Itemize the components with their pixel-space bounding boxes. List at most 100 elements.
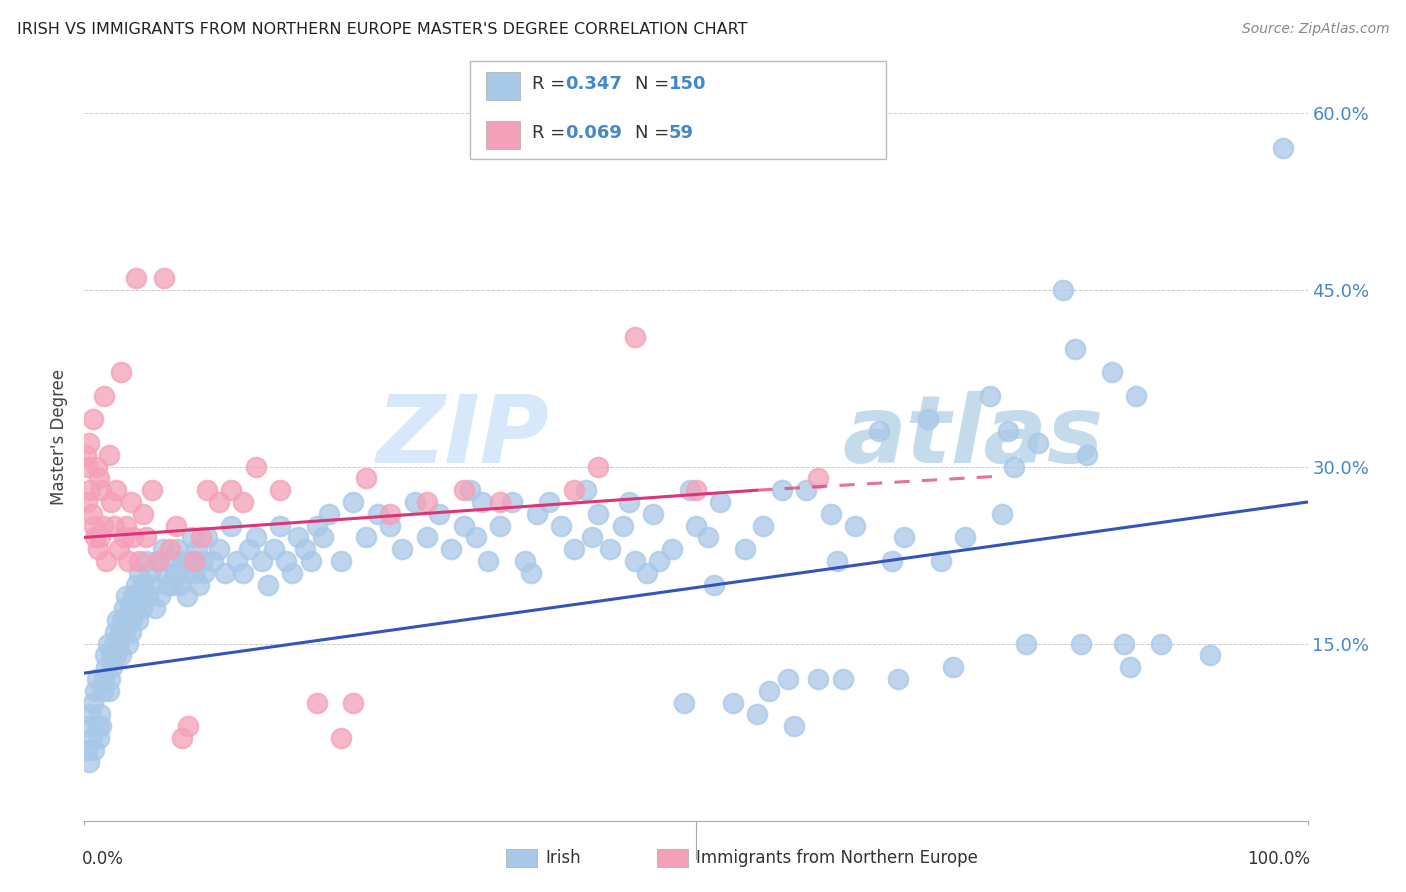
Point <box>586 507 609 521</box>
Point <box>165 518 187 533</box>
Point <box>562 483 585 498</box>
Point <box>287 530 309 544</box>
Point <box>263 542 285 557</box>
Point <box>122 530 145 544</box>
Point <box>214 566 236 580</box>
Point <box>367 507 389 521</box>
Point <box>100 648 122 663</box>
Point <box>672 696 695 710</box>
Point <box>156 577 179 591</box>
Point <box>1125 389 1147 403</box>
Point <box>173 566 195 580</box>
Point <box>177 719 200 733</box>
Point <box>100 495 122 509</box>
Point <box>86 459 108 474</box>
Point <box>142 577 165 591</box>
Text: atlas: atlas <box>842 391 1104 483</box>
Bar <box>485 121 520 149</box>
Point <box>617 495 640 509</box>
Point <box>77 459 100 474</box>
Point <box>250 554 273 568</box>
Point <box>269 518 291 533</box>
Point <box>107 542 129 557</box>
Point <box>679 483 702 498</box>
Point <box>76 743 98 757</box>
Point <box>136 590 159 604</box>
Point <box>550 518 572 533</box>
Point <box>97 637 120 651</box>
Point <box>776 672 799 686</box>
Point <box>77 755 100 769</box>
Text: ZIP: ZIP <box>377 391 550 483</box>
Point <box>245 459 267 474</box>
Point <box>103 518 125 533</box>
Text: 0.347: 0.347 <box>565 75 621 93</box>
Point <box>1150 637 1173 651</box>
Point <box>117 554 139 568</box>
Point <box>87 542 110 557</box>
Point <box>1015 637 1038 651</box>
Point <box>120 624 142 639</box>
Point <box>181 530 204 544</box>
Point <box>917 412 939 426</box>
Point <box>75 448 97 462</box>
Point <box>219 518 242 533</box>
Point <box>82 696 104 710</box>
Point <box>129 590 152 604</box>
Point <box>124 601 146 615</box>
Point <box>489 518 512 533</box>
Point <box>152 542 174 557</box>
Point <box>176 590 198 604</box>
Point <box>104 624 127 639</box>
Point <box>312 530 335 544</box>
Point <box>190 530 212 544</box>
Point <box>721 696 744 710</box>
Text: Source: ZipAtlas.com: Source: ZipAtlas.com <box>1241 22 1389 37</box>
Point <box>752 518 775 533</box>
Text: 0.0%: 0.0% <box>82 850 124 868</box>
Point <box>153 270 176 285</box>
Point <box>105 483 128 498</box>
Point <box>127 613 149 627</box>
Point <box>84 530 107 544</box>
Bar <box>485 72 520 100</box>
Point <box>193 566 215 580</box>
Point <box>276 554 298 568</box>
Point <box>281 566 304 580</box>
Y-axis label: Master's Degree: Master's Degree <box>51 369 69 505</box>
Point <box>132 507 155 521</box>
Point <box>166 542 188 557</box>
Point <box>93 672 115 686</box>
Point <box>1070 637 1092 651</box>
Point <box>575 483 598 498</box>
Point <box>76 495 98 509</box>
Point <box>599 542 621 557</box>
Point <box>685 518 707 533</box>
Point <box>208 495 231 509</box>
Point <box>141 483 163 498</box>
Point <box>226 554 249 568</box>
Point <box>128 566 150 580</box>
Point <box>942 660 965 674</box>
Point <box>513 554 536 568</box>
Bar <box>506 849 537 867</box>
Point <box>118 601 141 615</box>
Point <box>80 507 103 521</box>
Point <box>153 566 176 580</box>
Point <box>458 483 481 498</box>
Point <box>624 554 647 568</box>
Point <box>115 613 138 627</box>
Point <box>648 554 671 568</box>
Point <box>502 495 524 509</box>
Point <box>77 436 100 450</box>
Point <box>132 577 155 591</box>
Point <box>79 483 101 498</box>
Point <box>77 719 100 733</box>
Point <box>783 719 806 733</box>
Point <box>159 542 181 557</box>
Point <box>80 731 103 745</box>
Point <box>880 554 903 568</box>
Point <box>163 566 186 580</box>
Point <box>195 483 218 498</box>
Point <box>758 683 780 698</box>
